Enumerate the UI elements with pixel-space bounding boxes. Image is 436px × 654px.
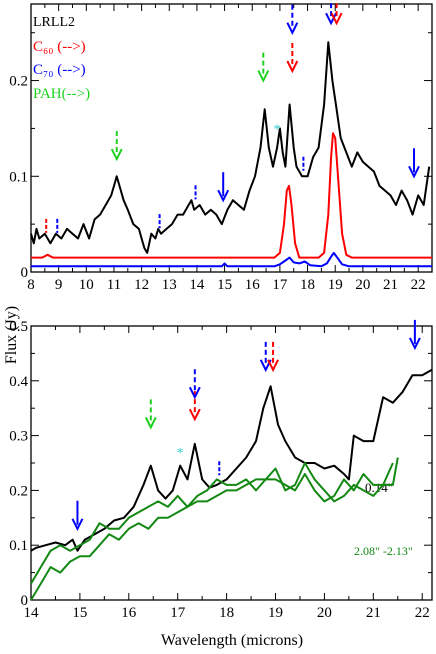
feature-star-marker: *	[274, 122, 281, 137]
plot-frame	[30, 3, 433, 273]
x-tick-label: 12	[134, 277, 149, 293]
arrow-head	[408, 165, 420, 179]
feature-arrow-marker	[188, 369, 201, 400]
y-tick-label: 0.2	[9, 483, 28, 499]
series-line-1	[30, 457, 399, 601]
feature-arrow-marker	[286, 43, 299, 74]
feature-arrow-marker	[144, 399, 157, 430]
x-tick-label: 16	[245, 277, 261, 293]
legend-c60: C₆₀ (-->)	[33, 39, 86, 55]
panel-top: 8 9 10 11 12 13 14 15 16 17 18 19 20 21 22 0 0.1 0.2 *	[9, 0, 433, 293]
feature-star-marker: *	[177, 446, 184, 461]
series-line-0	[30, 41, 431, 254]
feature-arrow-marker	[330, 0, 343, 26]
arrow-head	[144, 416, 157, 430]
label-outer-aperture: 2.08" -2.13"	[354, 544, 413, 558]
legend-pah: PAH(-->)	[33, 86, 90, 102]
feature-arrow-marker	[408, 319, 421, 351]
feature-arrow-marker	[110, 131, 123, 162]
x-tick-label: 14	[189, 277, 205, 293]
series-line-0	[30, 368, 433, 552]
y-tick-label: 0.2	[9, 74, 28, 90]
y-tick-label: 0.1	[9, 538, 28, 554]
arrow-head	[257, 70, 270, 83]
panel-bottom: 14 15 16 17 18 19 20 21 22 0 0.1 0.2 0.3 0.4 0.5 *	[9, 319, 433, 621]
x-tick-label: 17	[170, 605, 186, 621]
plot-frame	[30, 325, 433, 601]
x-tick-label: 11	[107, 277, 121, 293]
x-axis-label: Wavelength (microns)	[161, 632, 303, 649]
x-tick-label: 15	[72, 605, 87, 621]
x-tick-label: 10	[79, 277, 94, 293]
x-tick-label: 16	[121, 605, 137, 621]
feature-arrow-marker	[325, 0, 337, 26]
legend: LRLL2 C₆₀ (-->) C₇₀ (-->) PAH(-->)	[33, 15, 90, 102]
y-tick-label: 0.3	[9, 429, 28, 445]
y-tick-label: 0.1	[9, 169, 28, 185]
arrow-head	[408, 337, 421, 351]
x-tick-label: 14	[24, 605, 40, 621]
x-tick-label: 20	[317, 605, 332, 621]
x-tick-label: 22	[415, 605, 430, 621]
series-line-2	[31, 251, 432, 268]
arrow-head	[286, 60, 299, 74]
arrow-head	[71, 518, 84, 531]
arrow-head	[267, 359, 279, 373]
x-tick-label: 19	[268, 605, 283, 621]
x-tick-label: 19	[328, 277, 343, 293]
x-tick-label: 17	[272, 277, 288, 293]
legend-lrll2: LRLL2	[33, 15, 75, 30]
x-tick-label: 13	[162, 277, 177, 293]
x-tick-label: 15	[217, 277, 232, 293]
feature-arrow-marker	[267, 341, 279, 373]
feature-arrow-marker	[286, 4, 299, 35]
feature-arrow-marker	[408, 148, 420, 179]
arrow-head	[188, 408, 201, 422]
arrow-head	[217, 189, 230, 203]
x-tick-label: 20	[355, 277, 370, 293]
arrow-head	[188, 386, 201, 400]
x-tick-label: 18	[300, 277, 315, 293]
y-tick-label: 0	[21, 265, 29, 281]
y-axis-label: Flux (Jy)	[3, 306, 20, 364]
y-tick-label: 0	[21, 593, 29, 609]
series-line-1	[31, 132, 432, 259]
feature-arrow-marker	[217, 172, 230, 203]
y-tick-label: 0.5	[9, 319, 28, 335]
series-line-2	[30, 462, 394, 585]
x-tick-label: 18	[219, 605, 234, 621]
feature-arrow-marker	[259, 341, 272, 373]
arrow-head	[286, 22, 299, 35]
y-tick-label: 0.4	[9, 374, 28, 390]
x-tick-label: 9	[55, 277, 63, 293]
arrow-head	[325, 12, 337, 26]
feature-arrow-marker	[257, 52, 270, 83]
x-tick-label: 21	[366, 605, 381, 621]
x-tick-label: 8	[27, 277, 35, 293]
arrow-head	[330, 12, 343, 26]
feature-arrow-marker	[71, 500, 84, 531]
legend-c70: C₇₀ (-->)	[33, 62, 86, 78]
x-tick-label: 22	[411, 277, 426, 293]
arrow-head	[110, 148, 123, 162]
x-tick-label: 21	[383, 277, 398, 293]
